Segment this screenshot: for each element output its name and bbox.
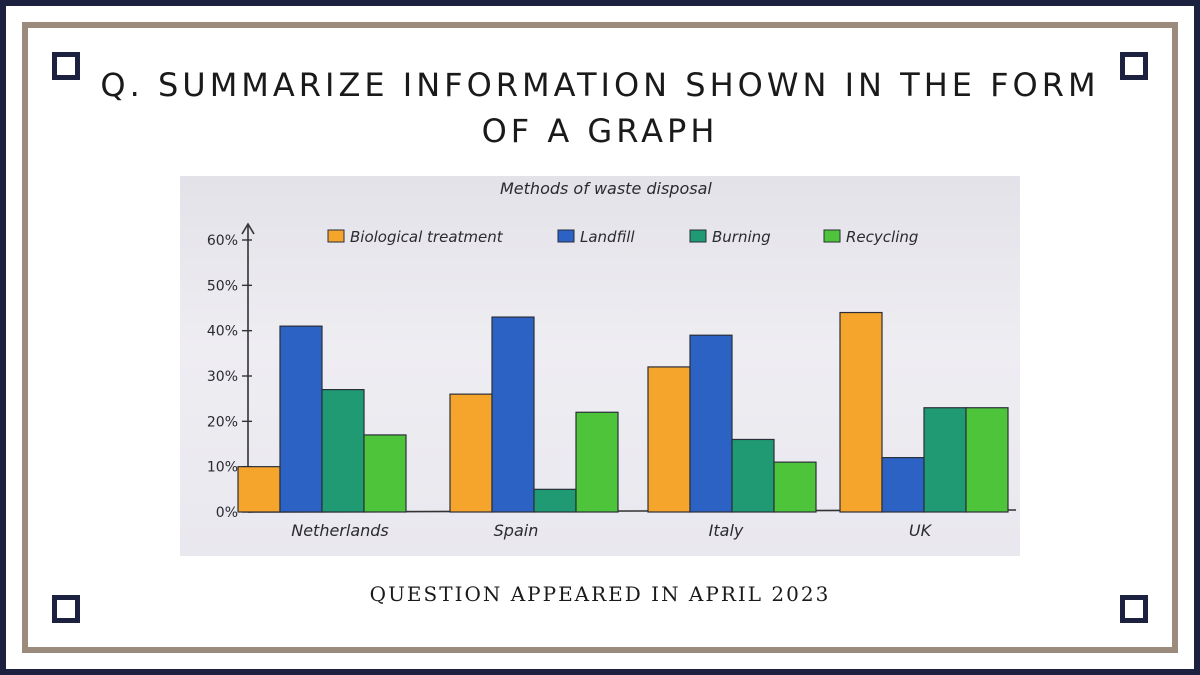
bar [773,461,817,513]
bar [237,466,281,513]
chart-photo: Methods of waste disposal Biological tre… [180,176,1020,556]
bar [533,488,577,513]
category-labels: Netherlands Spain Italy UK [291,521,932,540]
y-tick-label: 10% [207,460,238,476]
y-axis-arrow [241,222,255,235]
bar [881,457,925,513]
corner-ornament-bottom-left [52,595,80,623]
legend-swatch [689,229,707,243]
bar [363,434,407,513]
category-label: Italy [709,521,744,540]
bars-group [237,311,1009,513]
legend-label: Recycling [846,228,918,246]
inner-frame [22,22,1178,653]
corner-ornament-bottom-right [1120,595,1148,623]
bar [731,438,775,513]
bar [965,407,1009,513]
bar [449,393,493,513]
bar [689,334,733,513]
chart-title: Methods of waste disposal [500,179,712,198]
category-label: Netherlands [291,521,389,540]
bar [647,366,691,513]
legend-swatch [823,229,841,243]
legend-swatch [327,229,345,243]
bar [923,407,967,513]
legend-label: Burning [712,228,771,246]
category-label: UK [909,521,933,540]
corner-ornament-top-left [52,52,80,80]
corner-ornament-top-right [1120,52,1148,80]
question-date-caption: QUESTION APPEARED IN APRIL 2023 [369,582,831,606]
bar [279,325,323,513]
bar [839,311,883,513]
y-tick-label: 40% [207,324,238,340]
y-tick-label: 50% [207,278,238,294]
bar [491,316,535,513]
bar-chart: Methods of waste disposal Biological tre… [207,179,1017,540]
category-label: Spain [494,521,539,540]
y-tick-label: 0% [216,505,238,521]
bar [321,389,365,513]
page-title: Q. SUMMARIZE INFORMATION SHOWN IN THE FO… [100,66,1100,150]
y-tick-label: 30% [207,369,238,385]
legend-swatch [557,229,575,243]
chart-legend: Biological treatment Landfill Burning Recyc… [327,228,918,246]
y-tick-label: 60% [207,233,238,249]
bar [575,411,619,513]
legend-label: Biological treatment [350,228,504,246]
y-tick-label: 20% [207,414,238,430]
legend-label: Landfill [580,228,635,246]
